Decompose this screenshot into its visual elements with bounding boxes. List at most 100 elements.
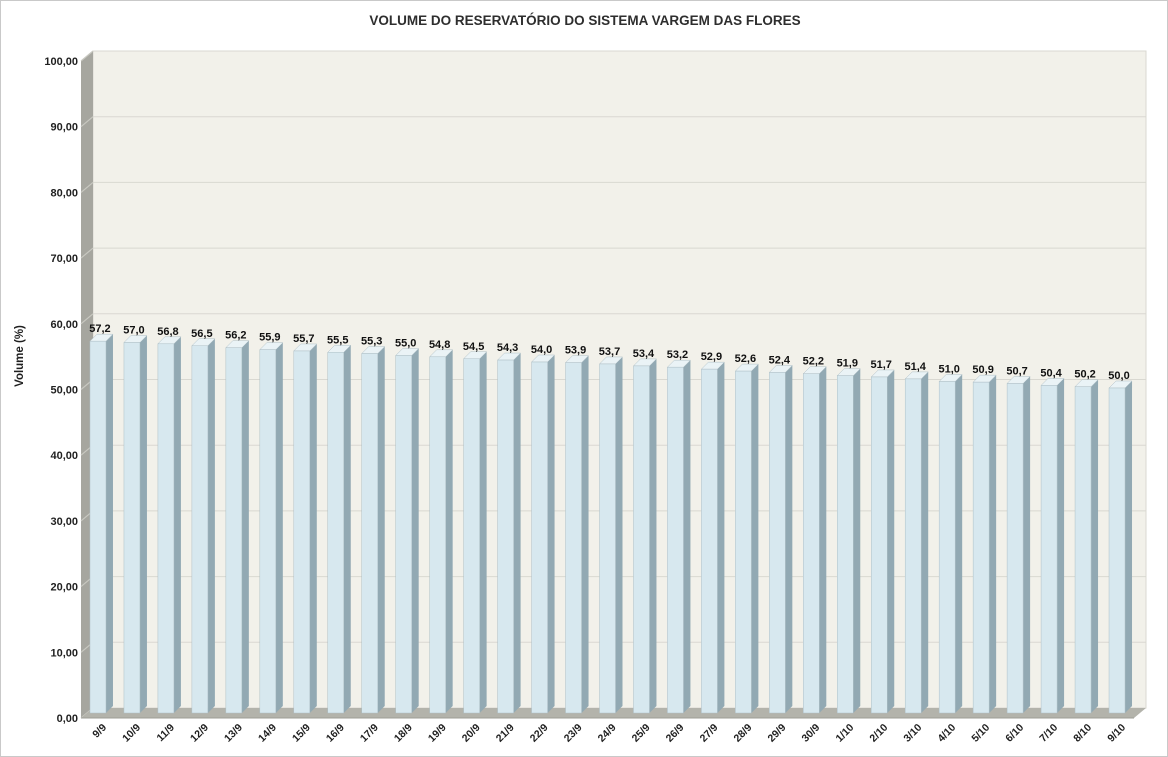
x-axis-tick-label: 26/9 xyxy=(664,722,687,745)
bar: 53,9 23/9 xyxy=(562,345,590,745)
bar-side-face xyxy=(717,362,725,713)
bar-side-face xyxy=(343,345,351,713)
x-axis-tick-label: 25/9 xyxy=(630,722,653,745)
bar-value-label: 54,5 xyxy=(463,341,484,353)
bar: 50,4 7/10 xyxy=(1037,367,1065,745)
bar: 52,6 28/9 xyxy=(732,353,759,745)
bar: 55,5 16/9 xyxy=(324,334,352,745)
bar-value-label: 50,0 xyxy=(1108,370,1129,382)
y-axis-tick-label: 10,00 xyxy=(50,647,78,659)
bar-front-face xyxy=(395,355,412,714)
bar-front-face xyxy=(633,365,650,714)
bar: 51,4 3/10 xyxy=(901,361,929,745)
bar-front-face xyxy=(1006,383,1024,714)
plot-area: 0,00 10,00 20,00 30,00 40,00 50,00 60,00 70,00 8… xyxy=(44,50,1147,745)
y-axis-tick-label: 70,00 xyxy=(50,253,78,265)
bar-side-face xyxy=(581,355,589,713)
bar-value-label: 50,4 xyxy=(1040,367,1062,379)
bar-value-label: 56,8 xyxy=(157,326,178,338)
bar-front-face xyxy=(904,378,922,714)
bar-side-face xyxy=(479,351,487,713)
bar-side-face xyxy=(411,348,419,713)
bar-value-label: 53,4 xyxy=(633,348,655,360)
y-axis-title: Volume (%) xyxy=(14,325,26,387)
bar: 54,5 20/9 xyxy=(460,341,488,745)
y-axis-tick-label: 80,00 xyxy=(50,187,78,199)
bar-front-face xyxy=(463,358,480,714)
x-axis-tick-label: 23/9 xyxy=(562,722,585,745)
bar-front-face xyxy=(769,372,786,714)
bar-front-face xyxy=(89,340,107,714)
bar-front-face xyxy=(735,370,752,714)
bar-side-face xyxy=(853,368,861,713)
bar: 57,2 9/9 xyxy=(89,323,114,741)
bar-value-label: 57,2 xyxy=(89,323,110,335)
x-axis-tick-label: 1/10 xyxy=(833,722,856,745)
bar-front-face xyxy=(667,366,684,714)
x-axis-tick-label: 3/10 xyxy=(901,722,924,745)
bar-side-face xyxy=(989,375,997,713)
bar-front-face xyxy=(225,347,243,714)
bar-side-face xyxy=(173,336,181,713)
x-axis-tick-label: 6/10 xyxy=(1003,722,1026,745)
side-wall-tick xyxy=(80,181,94,193)
y-axis-tick-label: 50,00 xyxy=(50,385,78,397)
x-axis-tick-label: 8/10 xyxy=(1071,722,1094,745)
chart-title: VOLUME DO RESERVATÓRIO DO SISTEMA VARGEM… xyxy=(369,13,800,28)
bar-side-face xyxy=(139,335,147,713)
bar: 53,4 25/9 xyxy=(630,348,658,745)
bar: 50,2 8/10 xyxy=(1071,369,1099,745)
x-axis-tick-label: 22/9 xyxy=(528,722,551,745)
bar-value-label: 53,2 xyxy=(667,349,688,361)
y-axis-tick-label: 40,00 xyxy=(50,450,78,462)
x-axis-tick-label: 15/9 xyxy=(290,722,313,745)
x-axis-tick-label: 4/10 xyxy=(935,722,958,745)
bar-value-label: 54,0 xyxy=(531,344,552,356)
bar: 54,8 19/9 xyxy=(426,339,454,745)
x-axis-tick-label: 11/9 xyxy=(155,722,178,745)
bar-value-label: 53,7 xyxy=(599,346,620,358)
bar: 51,0 4/10 xyxy=(935,364,963,745)
x-axis-tick-label: 10/9 xyxy=(120,722,143,745)
bar-value-label: 55,5 xyxy=(327,334,348,346)
bar-value-label: 51,4 xyxy=(904,361,926,373)
bar-value-label: 52,6 xyxy=(735,353,756,365)
bar-value-label: 54,8 xyxy=(429,339,450,351)
bar: 53,7 24/9 xyxy=(596,346,624,745)
bar-value-label: 57,0 xyxy=(123,325,144,337)
bar-side-face xyxy=(751,364,759,713)
x-axis-tick-label: 17/9 xyxy=(358,722,381,745)
bar-value-label: 55,3 xyxy=(361,336,382,348)
x-axis-tick-label: 2/10 xyxy=(867,722,890,745)
bar-side-face xyxy=(1057,378,1065,713)
side-wall-tick xyxy=(80,313,94,325)
bar: 55,9 14/9 xyxy=(256,332,284,745)
x-axis-tick-label: 28/9 xyxy=(732,722,755,745)
bar-front-face xyxy=(293,350,311,714)
x-axis-tick-label: 9/9 xyxy=(90,722,109,741)
bar-value-label: 53,9 xyxy=(565,345,586,357)
bar-value-label: 55,7 xyxy=(293,333,314,345)
bar-front-face xyxy=(938,381,956,714)
x-axis-tick-label: 9/10 xyxy=(1105,722,1128,745)
side-wall-tick xyxy=(80,50,94,62)
bar: 52,4 29/9 xyxy=(766,354,793,745)
bar-front-face xyxy=(531,361,548,714)
bar-front-face xyxy=(565,362,582,714)
bar: 56,2 13/9 xyxy=(222,330,250,745)
bar-front-face xyxy=(870,376,888,714)
bar: 53,2 26/9 xyxy=(664,349,692,745)
x-axis-tick-label: 30/9 xyxy=(799,722,822,745)
y-axis-tick-label: 90,00 xyxy=(50,122,78,134)
bar: 51,9 1/10 xyxy=(833,358,861,745)
bar-side-face xyxy=(309,343,317,713)
bar-side-face xyxy=(1023,376,1031,713)
x-axis-tick-label: 19/9 xyxy=(426,722,449,745)
side-wall-tick xyxy=(80,116,94,128)
bar-front-face xyxy=(497,359,514,714)
bar: 50,9 5/10 xyxy=(969,364,997,745)
bar-value-label: 50,2 xyxy=(1074,369,1095,381)
bar-side-face xyxy=(955,374,963,713)
